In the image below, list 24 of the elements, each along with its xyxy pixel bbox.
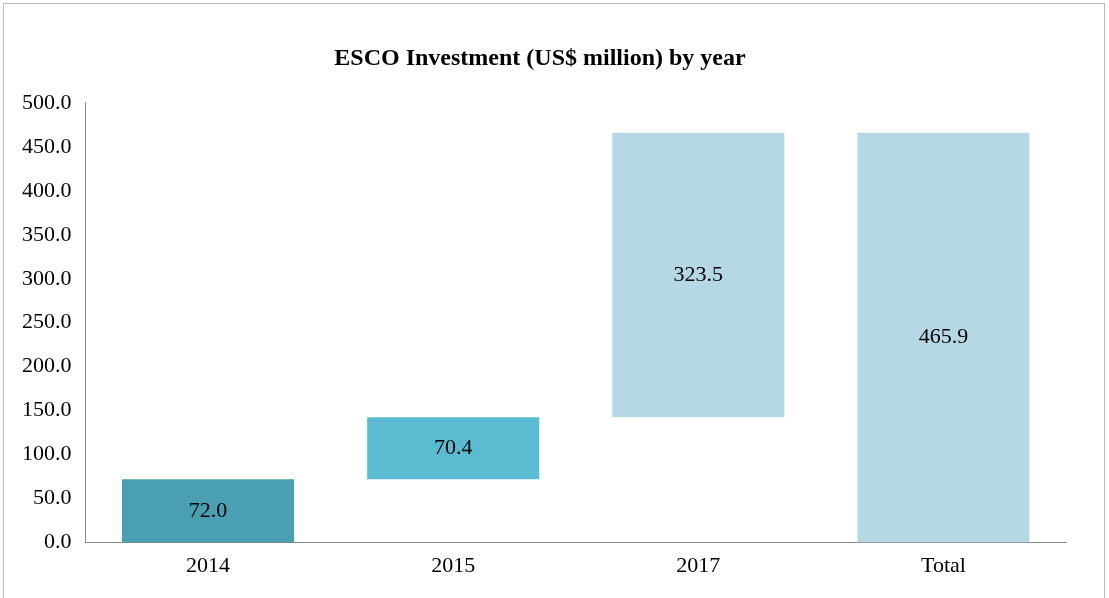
x-tick-label: Total bbox=[920, 551, 966, 577]
y-tick-label: 0.0 bbox=[44, 528, 72, 554]
y-tick-label: 250.0 bbox=[22, 308, 72, 334]
y-tick-label: 100.0 bbox=[22, 440, 72, 466]
x-tick-label: 2017 bbox=[676, 551, 721, 577]
y-tick-label: 400.0 bbox=[22, 176, 72, 202]
data-label: 323.5 bbox=[673, 260, 724, 286]
x-tick-label: 2014 bbox=[186, 551, 231, 577]
x-tick-label: 2015 bbox=[431, 551, 476, 577]
chart-title: ESCO Investment (US$ million) by year bbox=[334, 43, 747, 70]
data-label: 70.4 bbox=[433, 434, 473, 460]
bar bbox=[857, 132, 1030, 543]
y-tick-label: 150.0 bbox=[22, 396, 72, 422]
bar bbox=[367, 417, 540, 480]
y-tick-label: 200.0 bbox=[22, 352, 72, 378]
y-tick-label: 450.0 bbox=[22, 132, 72, 158]
y-tick-label: 500.0 bbox=[22, 88, 72, 114]
y-tick-label: 300.0 bbox=[22, 264, 72, 290]
y-tick-label: 50.0 bbox=[33, 484, 72, 510]
data-label: 465.9 bbox=[918, 323, 969, 349]
bar bbox=[612, 132, 785, 418]
y-tick-label: 350.0 bbox=[22, 220, 72, 246]
data-label: 72.0 bbox=[188, 496, 228, 522]
bar bbox=[122, 479, 295, 543]
